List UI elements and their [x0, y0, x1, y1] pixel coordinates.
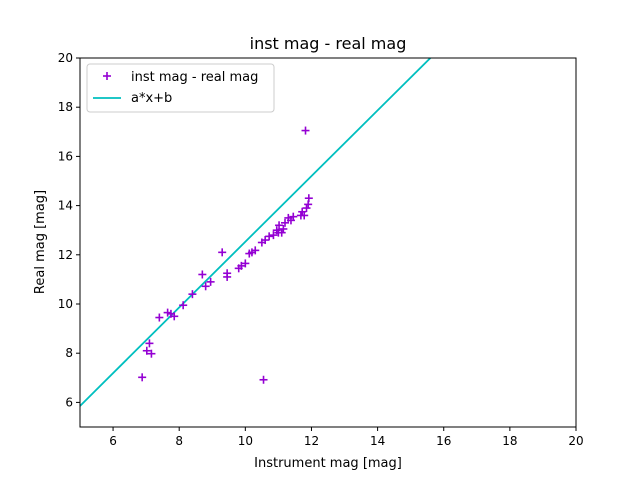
- chart-title: inst mag - real mag: [250, 34, 407, 53]
- x-axis-label: Instrument mag [mag]: [254, 456, 402, 471]
- x-tick-label: 14: [370, 434, 385, 448]
- data-point: [265, 232, 274, 241]
- data-point: [147, 349, 156, 358]
- data-point: [304, 194, 313, 203]
- data-point: [188, 290, 197, 299]
- data-point: [179, 301, 188, 310]
- data-point: [241, 259, 250, 268]
- data-point: [218, 248, 227, 257]
- y-axis-label: Real mag [mag]: [33, 190, 48, 294]
- x-tick-label: 20: [568, 434, 583, 448]
- data-point: [198, 270, 207, 279]
- data-point: [201, 282, 210, 291]
- data-point: [289, 212, 298, 221]
- data-point: [302, 204, 311, 213]
- data-point: [259, 375, 268, 384]
- data-point: [279, 224, 288, 233]
- y-tick-label: 12: [58, 248, 73, 262]
- y-tick-label: 14: [58, 199, 73, 213]
- y-tick-label: 20: [58, 51, 73, 65]
- legend-scatter-swatch: [103, 72, 111, 80]
- x-tick-label: 10: [238, 434, 253, 448]
- legend-scatter-marker: [103, 72, 111, 80]
- legend-box: [86, 63, 275, 113]
- x-tick-label: 12: [304, 434, 319, 448]
- data-point: [275, 221, 284, 230]
- data-point: [145, 339, 154, 348]
- data-point: [261, 236, 270, 245]
- data-point: [281, 218, 290, 227]
- x-tick-label: 16: [436, 434, 451, 448]
- data-point: [269, 231, 278, 240]
- legend-label-scatter: inst mag - real mag: [131, 70, 258, 85]
- plot-frame: [79, 57, 577, 428]
- legend: inst mag - real mag a*x+b: [86, 63, 275, 113]
- data-point: [170, 312, 179, 321]
- fit-line: [80, 58, 432, 407]
- legend-label-line: a*x+b: [131, 91, 172, 106]
- y-tick-label: 10: [58, 297, 73, 311]
- data-point: [142, 346, 151, 355]
- y-tick-label: 18: [58, 100, 73, 114]
- x-tick-label: 18: [502, 434, 517, 448]
- data-point: [301, 126, 310, 135]
- y-tick-label: 16: [58, 149, 73, 163]
- data-point: [277, 228, 286, 237]
- data-point: [138, 373, 147, 382]
- y-axis: 6 8 10 12 14 16 18 20: [58, 51, 80, 409]
- plot-area: [80, 58, 432, 407]
- y-tick-label: 8: [65, 346, 73, 360]
- x-tick-label: 6: [109, 434, 117, 448]
- data-point: [206, 277, 215, 286]
- y-tick-label: 6: [65, 395, 73, 409]
- x-tick-label: 8: [175, 434, 183, 448]
- data-point: [300, 211, 309, 220]
- data-point: [155, 313, 164, 322]
- data-point: [251, 246, 260, 255]
- x-axis: 6 8 10 12 14 16 18 20: [109, 427, 584, 448]
- data-point: [223, 269, 232, 278]
